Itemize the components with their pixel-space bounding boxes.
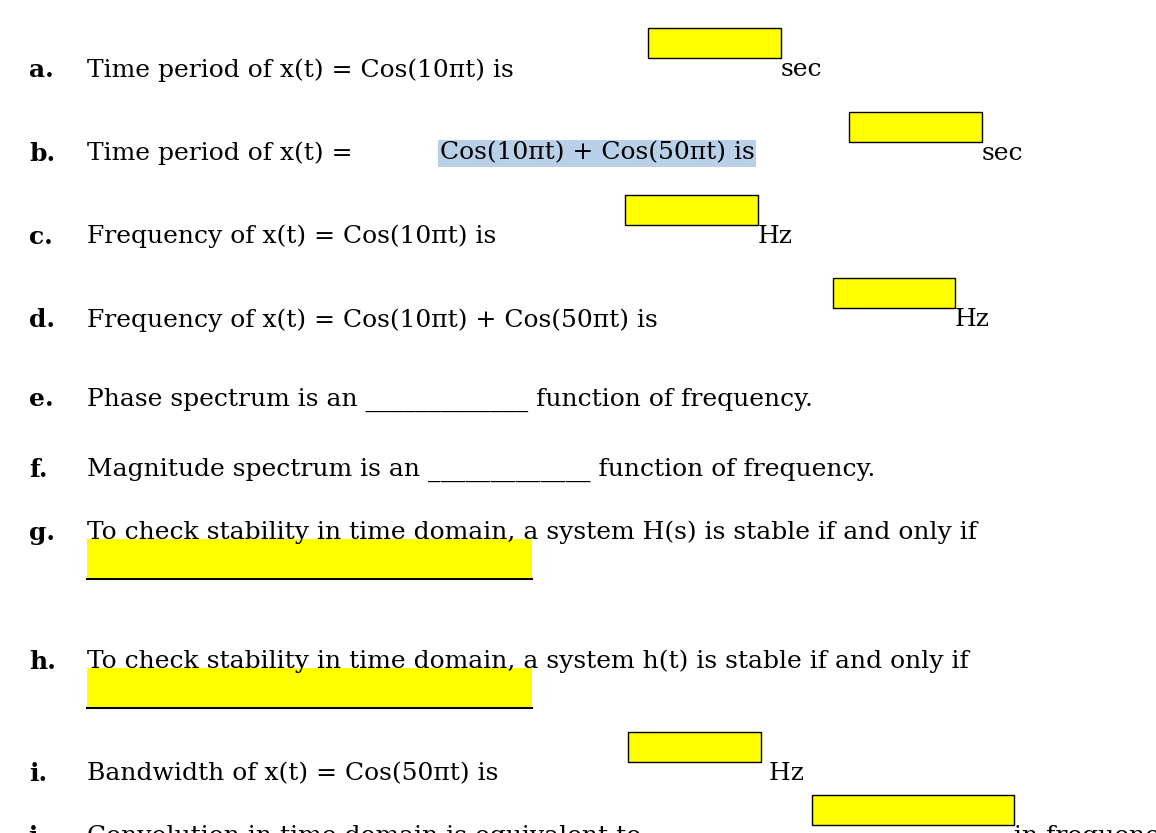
FancyBboxPatch shape xyxy=(849,112,981,142)
Text: b.: b. xyxy=(29,142,55,166)
FancyBboxPatch shape xyxy=(833,278,955,308)
FancyBboxPatch shape xyxy=(647,28,780,58)
Text: g.: g. xyxy=(29,521,54,545)
FancyBboxPatch shape xyxy=(628,732,761,762)
Text: Cos(10πt) + Cos(50πt) is: Cos(10πt) + Cos(50πt) is xyxy=(439,142,755,165)
Text: sec: sec xyxy=(780,58,822,82)
FancyBboxPatch shape xyxy=(813,795,1015,825)
Text: i.: i. xyxy=(29,762,47,786)
Text: f.: f. xyxy=(29,458,47,482)
FancyBboxPatch shape xyxy=(87,668,532,708)
Text: Bandwidth of x(t) = Cos(50πt) is: Bandwidth of x(t) = Cos(50πt) is xyxy=(87,762,506,786)
FancyBboxPatch shape xyxy=(87,539,532,579)
Text: h.: h. xyxy=(29,650,55,674)
Text: c.: c. xyxy=(29,225,53,249)
Text: Hz: Hz xyxy=(758,225,793,248)
Text: Time period of x(t) = Cos(10πt) is: Time period of x(t) = Cos(10πt) is xyxy=(87,58,521,82)
Text: e.: e. xyxy=(29,387,53,412)
Text: Hz: Hz xyxy=(761,762,803,786)
Text: To check stability in time domain, a system h(t) is stable if and only if: To check stability in time domain, a sys… xyxy=(87,650,969,673)
Text: in frequency domain.: in frequency domain. xyxy=(1015,825,1156,833)
Text: j.: j. xyxy=(29,825,46,833)
Text: d.: d. xyxy=(29,308,54,332)
Text: To check stability in time domain, a system H(s) is stable if and only if: To check stability in time domain, a sys… xyxy=(87,521,977,544)
Text: Phase spectrum is an _____________ function of frequency.: Phase spectrum is an _____________ funct… xyxy=(87,387,813,412)
Text: Frequency of x(t) = Cos(10πt) + Cos(50πt) is: Frequency of x(t) = Cos(10πt) + Cos(50πt… xyxy=(87,308,666,332)
Text: Frequency of x(t) = Cos(10πt) is: Frequency of x(t) = Cos(10πt) is xyxy=(87,225,504,248)
Text: Time period of x(t) =: Time period of x(t) = xyxy=(87,142,361,165)
Text: Convolution in time domain is equivalent to: Convolution in time domain is equivalent… xyxy=(87,825,649,833)
Text: Hz: Hz xyxy=(955,308,990,332)
Text: Magnitude spectrum is an _____________ function of frequency.: Magnitude spectrum is an _____________ f… xyxy=(87,458,875,482)
Text: a.: a. xyxy=(29,58,53,82)
Text: sec: sec xyxy=(981,142,1023,165)
FancyBboxPatch shape xyxy=(625,195,758,225)
